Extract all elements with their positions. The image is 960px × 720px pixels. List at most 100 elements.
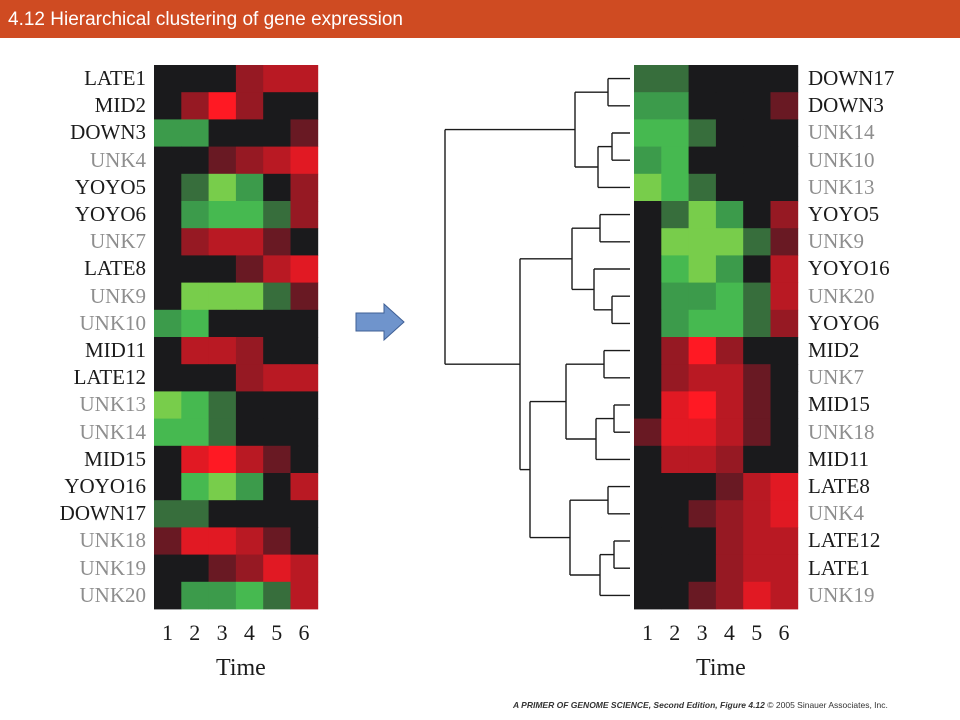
heatmap-cell	[181, 473, 209, 501]
heatmap-cell	[263, 581, 291, 610]
right-time-tick: 6	[778, 620, 790, 645]
heatmap-cell	[743, 65, 771, 93]
right-gene-label: DOWN17	[808, 66, 895, 90]
heatmap-cell	[290, 255, 319, 283]
heatmap-cell	[290, 418, 319, 447]
heatmap-cell	[770, 364, 799, 392]
heatmap-cell	[181, 391, 209, 419]
heatmap-cell	[181, 228, 209, 256]
heatmap-cell	[263, 309, 291, 338]
heatmap-cell	[208, 364, 237, 392]
right-gene-label: UNK14	[808, 120, 875, 145]
heatmap-cell	[235, 119, 264, 147]
heatmap-cell	[688, 500, 717, 528]
heatmap-cell	[235, 282, 264, 311]
left-gene-label: UNK20	[79, 582, 147, 607]
heatmap-cell	[154, 445, 182, 474]
heatmap-cell	[770, 391, 799, 419]
heatmap-cell	[661, 391, 689, 419]
heatmap-cell	[263, 119, 291, 147]
heatmap-cell	[743, 500, 771, 528]
heatmap-cell	[154, 364, 182, 392]
heatmap-cell	[208, 554, 237, 583]
heatmap-cell	[290, 445, 319, 474]
left-time-tick: 3	[216, 620, 228, 645]
heatmap-cell	[634, 500, 662, 528]
heatmap-cell	[743, 527, 771, 555]
heatmap-cell	[661, 500, 689, 528]
right-gene-label: UNK7	[808, 365, 864, 390]
heatmap-cell	[154, 173, 182, 202]
heatmap-cell	[263, 65, 291, 93]
heatmap-cell	[688, 309, 717, 338]
heatmap-cell	[661, 527, 689, 555]
heatmap-cell	[154, 146, 182, 175]
left-gene-label: UNK7	[90, 229, 146, 254]
heatmap-cell	[661, 554, 689, 583]
heatmap-cell	[208, 173, 237, 202]
heatmap-cell	[715, 391, 744, 419]
right-time-axis-title: Time	[696, 655, 746, 681]
heatmap-cell	[154, 65, 182, 93]
heatmap-cell	[263, 445, 291, 474]
heatmap-cell	[770, 445, 799, 474]
heatmap-cell	[743, 581, 771, 610]
heatmap-cell	[770, 65, 799, 93]
heatmap-cell	[290, 309, 319, 338]
heatmap-cell	[743, 418, 771, 447]
heatmap-cell	[743, 282, 771, 311]
heatmap-cell	[290, 337, 319, 365]
heatmap-cell	[743, 391, 771, 419]
heatmap-cell	[688, 581, 717, 610]
dendrogram	[444, 77, 630, 597]
heatmap-cell	[634, 391, 662, 419]
left-gene-label: YOYO16	[64, 474, 146, 498]
slide-title: 4.12 Hierarchical clustering of gene exp…	[8, 9, 403, 30]
heatmap-cell	[263, 391, 291, 419]
heatmap-cell	[634, 228, 662, 256]
heatmap-cell	[770, 228, 799, 256]
heatmap-cell	[181, 581, 209, 610]
heatmap-cell	[154, 228, 182, 256]
heatmap-cell	[263, 418, 291, 447]
heatmap-cell	[743, 473, 771, 501]
heatmap-cell	[263, 255, 291, 283]
left-time-tick: 4	[243, 620, 255, 645]
left-time-axis-title: Time	[216, 655, 266, 681]
heatmap-cell	[208, 500, 237, 528]
heatmap-cell	[290, 527, 319, 555]
credit-book: A PRIMER OF GENOME SCIENCE, Second Editi…	[513, 700, 765, 710]
heatmap-cell	[688, 228, 717, 256]
heatmap-cell	[743, 119, 771, 147]
heatmap-cell	[154, 337, 182, 365]
heatmap-cell	[743, 309, 771, 338]
heatmap-cell	[290, 581, 319, 610]
heatmap-cell	[715, 201, 744, 229]
heatmap-cell	[263, 146, 291, 175]
heatmap-cell	[770, 554, 799, 583]
heatmap-cell	[715, 554, 744, 583]
heatmap-cell	[661, 92, 689, 120]
right-gene-label: MID11	[808, 446, 870, 471]
heatmap-cell	[715, 65, 744, 93]
right-gene-label: MID2	[808, 338, 860, 362]
heatmap-cell	[661, 418, 689, 447]
right-gene-label: LATE8	[808, 474, 870, 498]
heatmap-cell	[743, 364, 771, 392]
heatmap-cell	[661, 309, 689, 338]
heatmap-cell	[290, 119, 319, 147]
heatmap-cell	[715, 445, 744, 474]
left-gene-label: MID15	[84, 446, 146, 471]
right-time-tick: 5	[751, 620, 763, 645]
heatmap-cell	[661, 65, 689, 93]
right-gene-label: UNK19	[808, 582, 875, 607]
heatmap-cell	[715, 500, 744, 528]
heatmap-cell	[743, 445, 771, 474]
left-time-tick: 2	[189, 620, 201, 645]
heatmap-cell	[634, 527, 662, 555]
left-gene-label: UNK10	[79, 310, 147, 335]
left-gene-label: UNK19	[79, 555, 147, 580]
heatmap-cell	[263, 201, 291, 229]
heatmap-cell	[235, 554, 264, 583]
heatmap-cell	[634, 309, 662, 338]
